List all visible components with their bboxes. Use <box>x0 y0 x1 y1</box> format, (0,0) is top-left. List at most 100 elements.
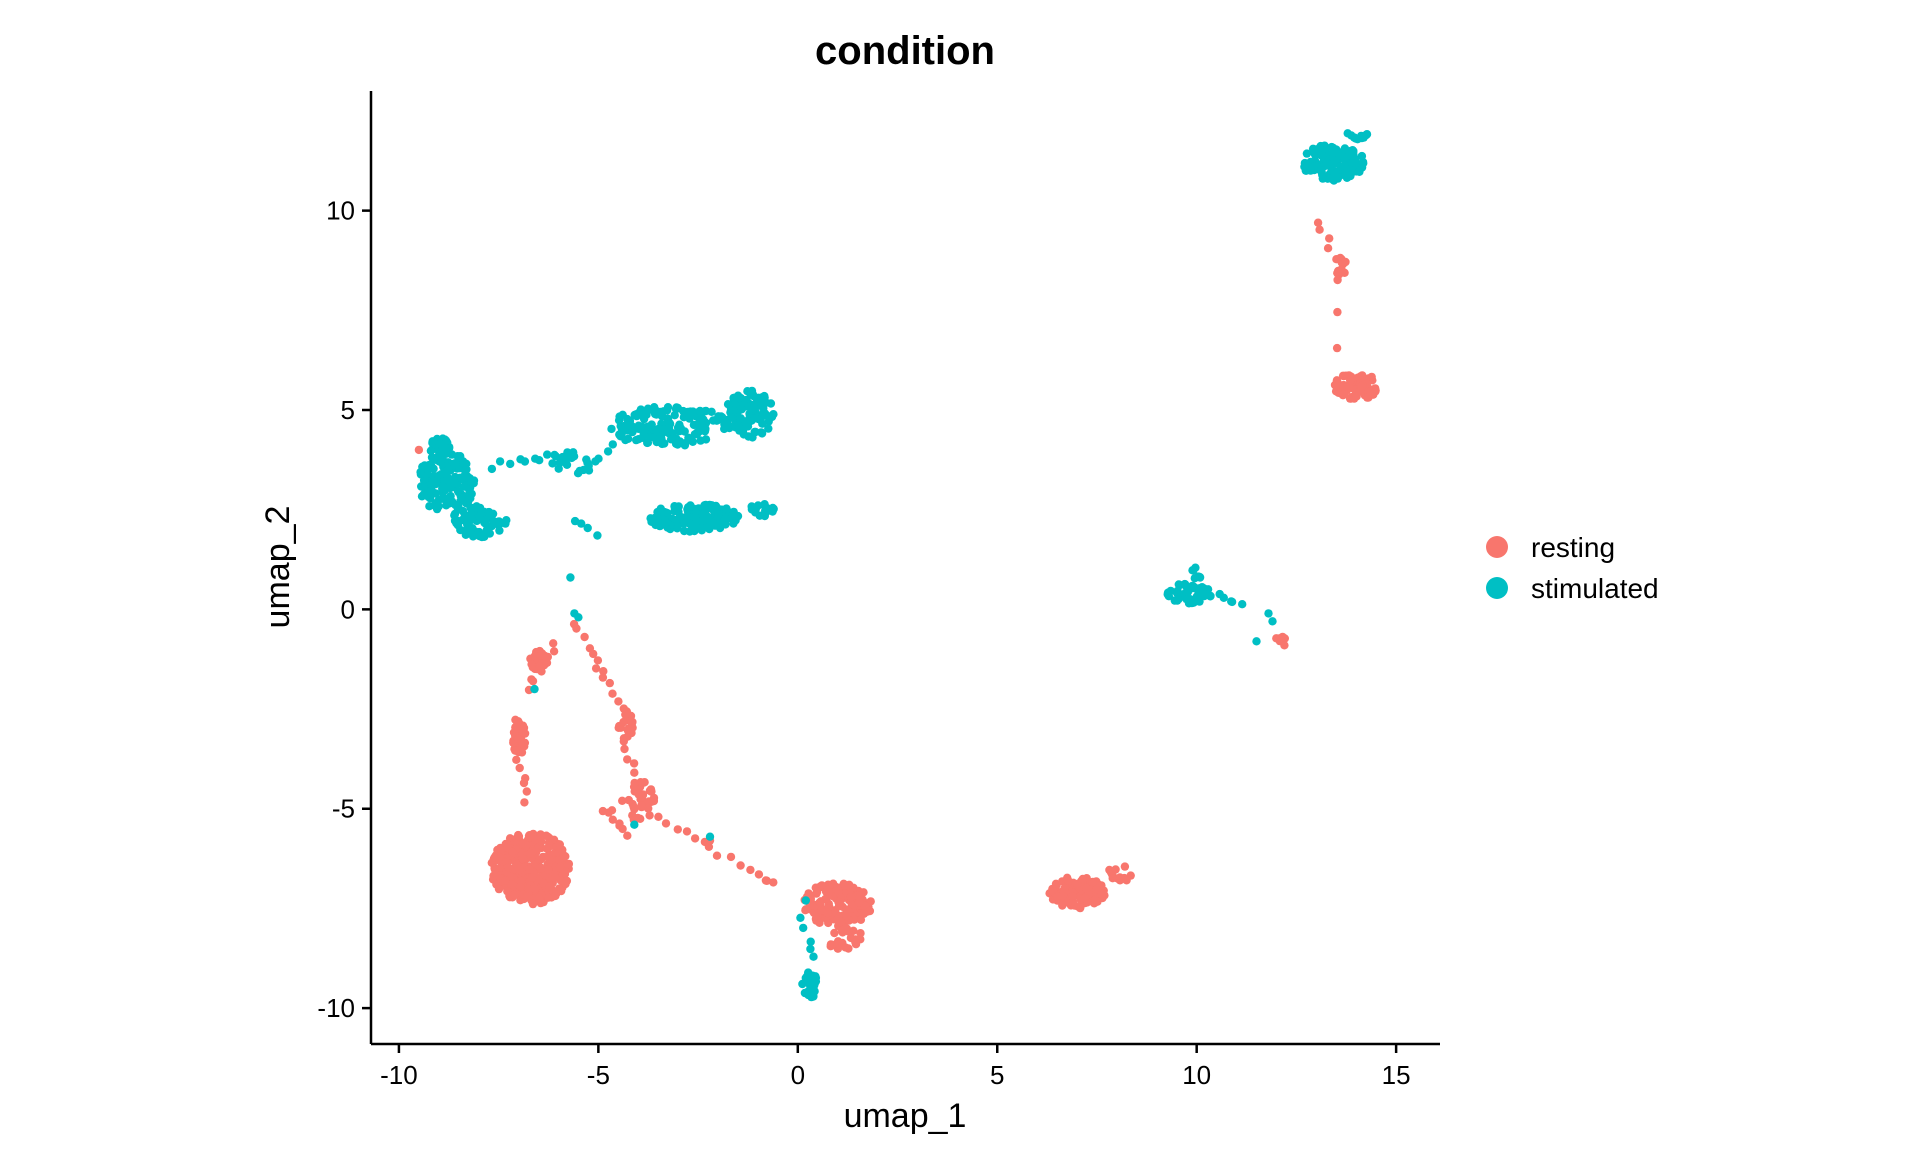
data-point <box>809 952 818 961</box>
data-point <box>844 916 854 925</box>
data-point <box>564 859 574 869</box>
data-point <box>452 519 461 528</box>
data-point <box>504 863 513 872</box>
data-point <box>661 819 671 828</box>
data-point <box>441 443 451 453</box>
data-point <box>520 457 530 466</box>
y-ticks: -10 -5 0 5 10 <box>317 196 371 1023</box>
data-point <box>551 891 560 901</box>
points-layer <box>414 129 1380 1002</box>
data-point <box>543 652 552 662</box>
data-point <box>1332 343 1342 353</box>
data-point <box>436 470 446 479</box>
data-point <box>512 755 521 764</box>
data-point <box>747 386 757 396</box>
data-point <box>1333 174 1343 183</box>
data-point <box>544 865 553 874</box>
data-point <box>605 678 614 688</box>
data-point <box>670 411 679 420</box>
data-point <box>1331 381 1341 390</box>
data-point <box>562 876 572 886</box>
data-point <box>809 908 819 918</box>
data-point <box>1359 133 1368 142</box>
data-point <box>811 973 821 983</box>
data-point <box>426 446 436 455</box>
data-point <box>726 852 736 862</box>
data-point <box>634 422 644 431</box>
data-point <box>1340 268 1349 277</box>
data-point <box>551 452 560 461</box>
data-point <box>1300 158 1310 168</box>
data-point <box>766 399 776 408</box>
data-point <box>1357 382 1366 392</box>
data-point <box>528 873 537 882</box>
data-point <box>513 734 523 743</box>
data-point <box>1185 595 1195 604</box>
data-point <box>739 430 748 439</box>
data-point <box>656 407 665 417</box>
data-point <box>469 503 478 513</box>
data-point <box>619 717 628 727</box>
data-point <box>550 873 560 882</box>
data-point <box>1053 892 1062 901</box>
data-point <box>475 503 485 513</box>
data-point <box>475 532 484 541</box>
data-point <box>484 508 493 517</box>
data-point <box>614 697 623 706</box>
data-point <box>446 483 455 493</box>
series-stimulated <box>416 129 1372 1002</box>
data-point <box>464 490 473 499</box>
data-point <box>754 870 764 879</box>
data-point <box>424 465 433 474</box>
data-point <box>1189 566 1198 575</box>
data-point <box>598 806 608 816</box>
data-point <box>1073 879 1082 889</box>
data-point <box>1120 862 1130 871</box>
data-point <box>1082 884 1091 893</box>
data-point <box>1351 134 1360 143</box>
data-point <box>621 710 630 719</box>
data-point <box>1197 583 1207 592</box>
chart-title: condition <box>815 29 995 73</box>
data-point <box>593 531 602 540</box>
data-point <box>607 806 617 815</box>
data-point <box>1318 174 1328 183</box>
data-point <box>1336 162 1345 171</box>
data-point <box>704 842 714 851</box>
data-point <box>856 929 865 938</box>
data-point <box>746 865 755 875</box>
data-point <box>801 896 810 905</box>
data-point <box>1108 874 1117 883</box>
x-tick-label: -5 <box>587 1060 610 1090</box>
data-point <box>652 426 661 435</box>
data-point <box>701 435 711 444</box>
x-axis-title: umap_1 <box>844 1097 967 1135</box>
data-point <box>1346 376 1355 385</box>
data-point <box>608 689 617 698</box>
data-point <box>799 923 808 933</box>
data-point <box>805 979 814 988</box>
data-point <box>559 852 568 861</box>
data-point <box>506 459 515 469</box>
data-point <box>574 613 583 622</box>
data-point <box>623 421 632 430</box>
data-point <box>528 899 538 909</box>
data-point <box>1068 892 1077 901</box>
data-point <box>841 923 850 933</box>
data-point <box>687 407 697 416</box>
data-point <box>1343 129 1352 138</box>
data-point <box>487 858 496 867</box>
data-point <box>514 830 523 840</box>
data-point <box>1190 574 1200 583</box>
data-point <box>501 876 510 885</box>
data-point <box>692 420 702 430</box>
data-point <box>508 847 517 857</box>
data-point <box>419 490 428 499</box>
data-point <box>707 407 716 416</box>
data-point <box>494 884 504 894</box>
data-point <box>414 445 424 455</box>
data-point <box>1076 901 1085 911</box>
data-point <box>1329 147 1338 156</box>
data-point <box>1341 257 1350 267</box>
data-point <box>638 410 647 419</box>
